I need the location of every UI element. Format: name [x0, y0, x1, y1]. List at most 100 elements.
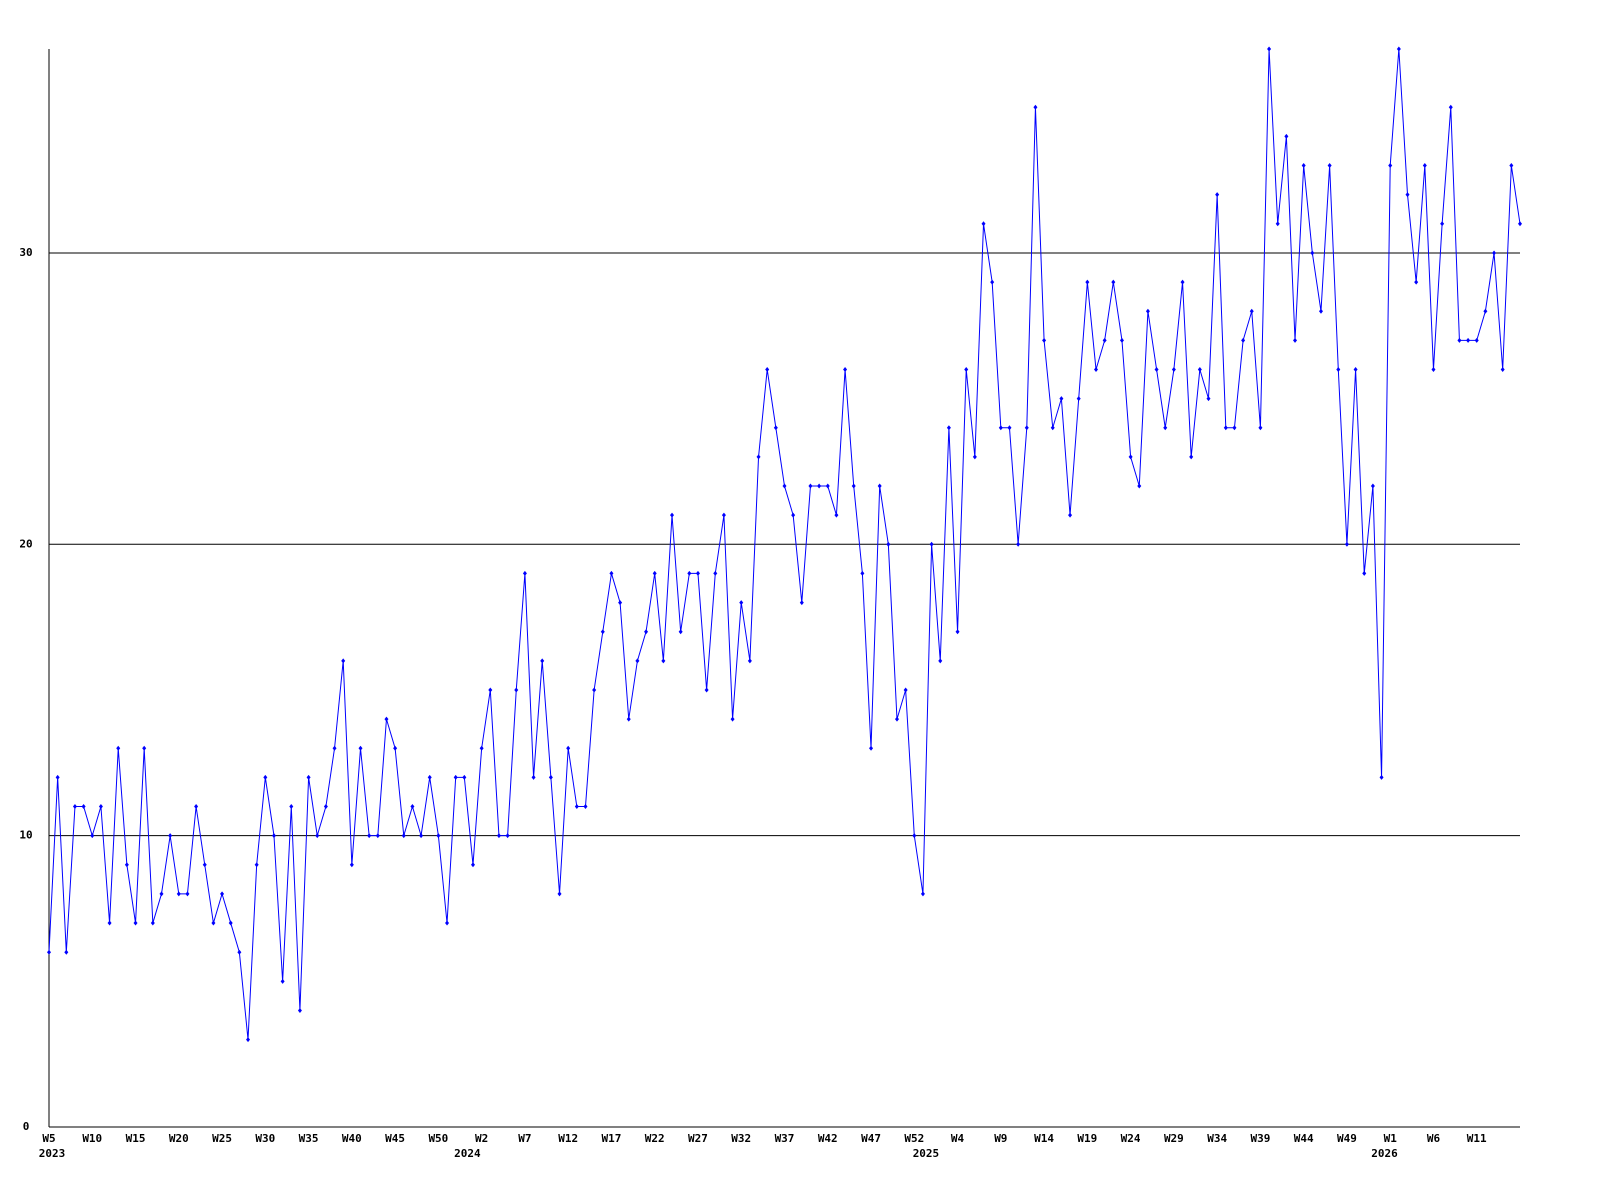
- x-tick-label: W11: [1467, 1132, 1487, 1145]
- x-tick-label: W6: [1427, 1132, 1441, 1145]
- marker: [1440, 221, 1445, 227]
- x-tick-label: W4: [951, 1132, 965, 1145]
- marker: [1154, 366, 1159, 372]
- marker: [817, 483, 822, 489]
- marker: [98, 804, 103, 810]
- marker: [462, 774, 467, 780]
- x-tick-label: W50: [428, 1132, 448, 1145]
- marker: [384, 716, 389, 722]
- marker: [920, 891, 925, 897]
- marker: [894, 716, 899, 722]
- marker: [505, 833, 510, 839]
- x-tick-label: W32: [731, 1132, 751, 1145]
- marker: [142, 745, 147, 751]
- marker: [1059, 396, 1064, 402]
- marker: [1094, 366, 1099, 372]
- marker: [349, 862, 354, 868]
- marker: [332, 745, 337, 751]
- x-tick-label: W27: [688, 1132, 708, 1145]
- marker: [367, 833, 372, 839]
- marker: [202, 862, 207, 868]
- marker: [1414, 279, 1419, 285]
- marker: [1388, 163, 1393, 169]
- marker: [522, 570, 527, 576]
- marker: [791, 512, 796, 518]
- marker: [323, 804, 328, 810]
- marker: [116, 745, 121, 751]
- marker: [410, 804, 415, 810]
- marker: [592, 687, 597, 693]
- marker: [1232, 425, 1237, 431]
- marker: [1171, 366, 1176, 372]
- marker: [436, 833, 441, 839]
- x-tick-label: W17: [602, 1132, 622, 1145]
- marker: [1492, 250, 1497, 256]
- marker: [739, 600, 744, 606]
- marker: [886, 541, 891, 547]
- marker: [704, 687, 709, 693]
- marker: [1483, 308, 1488, 314]
- marker: [1301, 163, 1306, 169]
- marker: [695, 570, 700, 576]
- x-tick-label: W39: [1250, 1132, 1270, 1145]
- x-year-label: 2025: [913, 1147, 940, 1160]
- marker: [773, 425, 778, 431]
- marker: [168, 833, 173, 839]
- marker: [1137, 483, 1142, 489]
- marker: [159, 891, 164, 897]
- x-year-label: 2023: [39, 1147, 66, 1160]
- marker: [851, 483, 856, 489]
- marker: [972, 454, 977, 460]
- marker: [981, 221, 986, 227]
- marker: [782, 483, 787, 489]
- marker: [730, 716, 735, 722]
- marker: [150, 920, 155, 926]
- x-tick-label: W19: [1077, 1132, 1097, 1145]
- x-tick-label: W2: [475, 1132, 488, 1145]
- marker: [419, 833, 424, 839]
- marker: [860, 570, 865, 576]
- marker: [289, 804, 294, 810]
- marker: [176, 891, 181, 897]
- marker: [713, 570, 718, 576]
- marker: [670, 512, 675, 518]
- marker: [1033, 104, 1038, 110]
- marker: [661, 658, 666, 664]
- marker: [1457, 337, 1462, 343]
- x-tick-label: W40: [342, 1132, 362, 1145]
- marker: [938, 658, 943, 664]
- marker: [124, 862, 129, 868]
- marker: [1076, 396, 1081, 402]
- marker: [946, 425, 951, 431]
- marker: [955, 629, 960, 635]
- marker: [765, 366, 770, 372]
- marker: [843, 366, 848, 372]
- marker: [747, 658, 752, 664]
- marker: [687, 570, 692, 576]
- x-tick-label: W29: [1164, 1132, 1184, 1145]
- marker: [1396, 46, 1401, 52]
- x-tick-label: W14: [1034, 1132, 1054, 1145]
- marker: [998, 425, 1003, 431]
- marker: [1466, 337, 1471, 343]
- x-tick-label: W30: [255, 1132, 275, 1145]
- marker: [1249, 308, 1254, 314]
- marker: [47, 949, 51, 955]
- marker: [90, 833, 95, 839]
- marker: [1215, 192, 1220, 198]
- marker: [1370, 483, 1375, 489]
- marker: [263, 774, 268, 780]
- marker: [799, 600, 804, 606]
- marker: [297, 1007, 302, 1013]
- marker: [1379, 774, 1384, 780]
- x-tick-label: W24: [1121, 1132, 1141, 1145]
- marker: [1128, 454, 1133, 460]
- marker: [618, 600, 623, 606]
- marker: [1016, 541, 1021, 547]
- marker: [583, 804, 588, 810]
- y-tick-label: 10: [19, 829, 32, 842]
- x-tick-label: W37: [775, 1132, 795, 1145]
- marker: [306, 774, 311, 780]
- marker: [600, 629, 605, 635]
- marker: [721, 512, 726, 518]
